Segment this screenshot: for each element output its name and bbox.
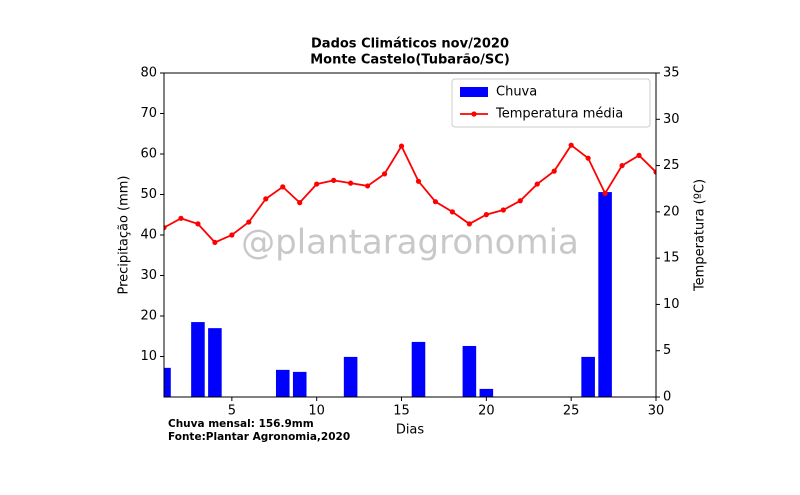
point <box>585 155 591 161</box>
legend-box <box>451 78 651 128</box>
y2-tick-label: 35 <box>663 66 680 81</box>
point <box>602 190 608 196</box>
line <box>164 143 656 244</box>
point <box>297 200 303 206</box>
y2-axis-label: Temperatura (ºC) <box>693 179 708 292</box>
bar <box>191 322 205 397</box>
point <box>348 180 354 186</box>
y2-tick-label: 30 <box>663 112 680 127</box>
point <box>314 181 320 187</box>
point <box>432 199 439 205</box>
bar <box>275 369 290 397</box>
point <box>364 183 371 189</box>
y2-tick-label: 25 <box>663 158 680 173</box>
y-tick-label: 20 <box>140 309 157 324</box>
y-tick-label: 80 <box>140 66 157 81</box>
bar <box>164 367 171 397</box>
point <box>381 171 388 177</box>
legend-swatch <box>460 87 488 97</box>
point <box>263 196 269 202</box>
point <box>229 232 235 238</box>
y2-tick-label: 10 <box>663 297 680 312</box>
x-tick-label: 15 <box>393 404 410 419</box>
point <box>653 169 656 175</box>
bar <box>479 388 494 397</box>
y-tick-label: 30 <box>140 268 157 283</box>
y-tick-label: 60 <box>140 147 157 162</box>
point <box>398 143 405 149</box>
plot-area <box>164 142 656 397</box>
bar <box>581 356 595 397</box>
point <box>466 221 472 227</box>
y2-tick-label: 0 <box>663 390 671 405</box>
point <box>568 142 574 148</box>
point <box>164 224 167 231</box>
x-tick-label: 30 <box>648 404 665 419</box>
point <box>517 198 523 204</box>
point <box>534 181 540 187</box>
legend-swatch <box>471 111 477 117</box>
x-axis-label: Dias <box>396 423 425 438</box>
y-axis-label: Precipitação (mm) <box>117 175 132 294</box>
x-tick-label: 5 <box>228 404 236 419</box>
point <box>195 221 201 227</box>
point <box>331 177 337 183</box>
y2-tick-label: 5 <box>663 343 671 358</box>
y-tick-label: 40 <box>140 228 157 243</box>
annotation: Fonte:Plantar Agronomia,2020 <box>168 431 350 443</box>
point <box>449 209 456 215</box>
y2-tick-label: 20 <box>663 204 680 219</box>
y2-tick-label: 15 <box>663 251 680 266</box>
bar <box>462 345 477 397</box>
annotation: Chuva mensal: 156.9mm <box>168 418 314 430</box>
bar <box>292 371 307 397</box>
point <box>246 219 252 225</box>
bar <box>598 192 612 397</box>
y-tick-label: 10 <box>140 349 157 364</box>
point <box>178 215 184 221</box>
bar <box>411 341 426 397</box>
x-tick-label: 20 <box>478 404 495 419</box>
chart-subtitle: Monte Castelo(Tubarão/SC) <box>310 53 510 68</box>
legend-label: Chuva <box>496 85 537 100</box>
point <box>483 212 489 218</box>
watermark: @plantaragronomia <box>241 223 579 263</box>
point <box>619 162 625 169</box>
point <box>280 184 286 190</box>
legend-label: Temperatura média <box>495 107 623 122</box>
point <box>212 239 218 246</box>
y-tick-label: 50 <box>140 187 157 202</box>
point <box>636 152 642 158</box>
point <box>551 168 557 174</box>
bar <box>208 328 222 397</box>
point <box>500 207 506 213</box>
y-tick-label: 70 <box>140 106 157 121</box>
x-tick-label: 10 <box>308 404 325 419</box>
chart-title: Dados Climáticos nov/2020 <box>311 37 509 52</box>
point <box>415 178 422 184</box>
bar <box>343 356 358 397</box>
x-tick-label: 25 <box>563 404 580 419</box>
